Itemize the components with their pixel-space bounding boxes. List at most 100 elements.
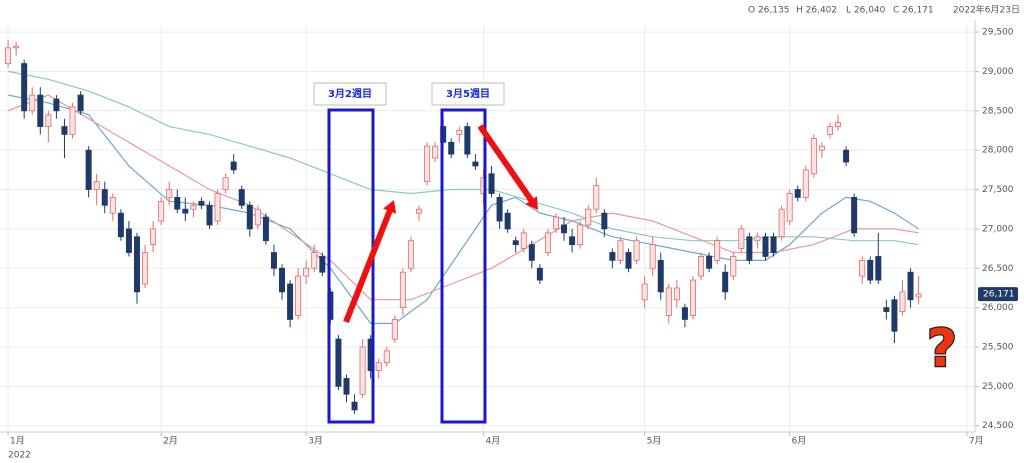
candle-body: [391, 319, 398, 340]
candle-body: [238, 189, 245, 206]
highlight-box: [440, 108, 487, 424]
candle-body: [633, 240, 640, 261]
y-tick-label: 28,000: [982, 146, 1014, 156]
candle-body: [182, 208, 189, 214]
candle-body: [520, 232, 527, 249]
candle-body: [464, 126, 471, 155]
candle-body: [617, 240, 624, 261]
candle-body: [270, 252, 277, 269]
y-tick-label: 29,500: [982, 28, 1014, 38]
candle-body: [311, 252, 318, 269]
candle-body: [37, 94, 44, 127]
candle-body: [456, 130, 463, 135]
candle-body: [53, 98, 60, 112]
y-tick-label: 26,500: [982, 264, 1014, 274]
candle-body: [214, 193, 221, 222]
arrow-head: [525, 196, 538, 210]
x-tick-label: 2月: [163, 436, 178, 447]
candle-body: [915, 293, 922, 298]
x-tick-label: 6月: [792, 436, 807, 447]
candle-body: [45, 114, 52, 127]
candle-body: [746, 236, 753, 261]
candle-body: [21, 63, 28, 112]
candle-body: [585, 208, 592, 226]
candle-body: [359, 346, 366, 395]
date: 2022年6月23日: [953, 4, 1020, 16]
candle-body: [198, 200, 205, 206]
x-tick-label: 5月: [647, 436, 662, 447]
candle-body: [125, 228, 132, 253]
candle-body: [899, 291, 906, 312]
candle-body: [375, 362, 382, 371]
candle-body: [835, 122, 842, 127]
candle-body: [569, 236, 576, 246]
candle-body: [754, 236, 761, 242]
candle-body: [786, 193, 793, 222]
annotation-label: 3月2週目: [328, 88, 372, 100]
ohlc-label: L 26,040: [846, 6, 886, 16]
moving-average: [7, 94, 919, 301]
candle-body: [29, 94, 36, 112]
candle-body: [287, 283, 294, 320]
candle-body: [399, 271, 406, 309]
candle-body: [158, 200, 165, 222]
arrow-head: [383, 200, 397, 214]
ohlc-label: C 26,171: [893, 6, 934, 16]
candle-body: [625, 252, 632, 269]
arrow: [477, 124, 536, 206]
candle-body: [166, 189, 173, 198]
candle-body: [851, 197, 858, 234]
candle-body: [673, 287, 680, 301]
candle-body: [133, 236, 140, 293]
candle-body: [61, 126, 68, 135]
candle-body: [609, 252, 616, 261]
y-tick-label: 27,000: [982, 224, 1014, 234]
y-tick-label: 25,500: [982, 342, 1014, 352]
candle-body: [601, 212, 608, 230]
candle-body: [536, 267, 543, 281]
moving-average: [7, 94, 919, 324]
highlight-box: [327, 108, 375, 424]
candle-body: [319, 256, 326, 273]
candle-body: [150, 228, 157, 246]
y-tick-label: 24,500: [982, 421, 1014, 431]
x-tick-label: 3月: [308, 436, 323, 447]
x-tick-label: 4月: [485, 436, 500, 447]
candle-body: [826, 126, 833, 135]
candle-body: [69, 106, 76, 135]
candle-body: [383, 350, 390, 364]
candle-body: [722, 271, 729, 293]
candle-body: [117, 212, 124, 238]
candle-body: [552, 216, 559, 230]
candle-body: [407, 240, 414, 269]
candle-body: [496, 197, 503, 222]
y-tick-label: 28,500: [982, 106, 1014, 116]
candle-body: [101, 189, 108, 206]
y-tick-label: 25,000: [982, 382, 1014, 392]
candle-body: [706, 256, 713, 269]
candle-body: [891, 299, 898, 332]
year-label: 2022: [8, 451, 31, 461]
candle-body: [649, 244, 656, 269]
x-tick-label: 7月: [969, 436, 984, 447]
ohlc-label: O 26,135: [748, 6, 789, 16]
candle-body: [142, 252, 149, 285]
y-tick-label: 26,000: [982, 303, 1014, 313]
candle-body: [794, 189, 801, 198]
candle-body: [843, 149, 850, 163]
candle-body: [528, 244, 535, 261]
candle-body: [246, 204, 253, 230]
x-tick-label: 1月: [10, 436, 25, 447]
candle-body: [504, 212, 511, 230]
candle-body: [262, 216, 269, 242]
price-tag: [978, 287, 1018, 302]
question-mark: ?: [927, 319, 957, 379]
candle-body: [303, 267, 310, 277]
candle-body: [109, 197, 116, 214]
candle-body: [641, 283, 648, 301]
candle-body: [93, 181, 100, 190]
candle-body: [778, 208, 785, 238]
candle-body: [416, 208, 423, 214]
candle-body: [883, 307, 890, 312]
